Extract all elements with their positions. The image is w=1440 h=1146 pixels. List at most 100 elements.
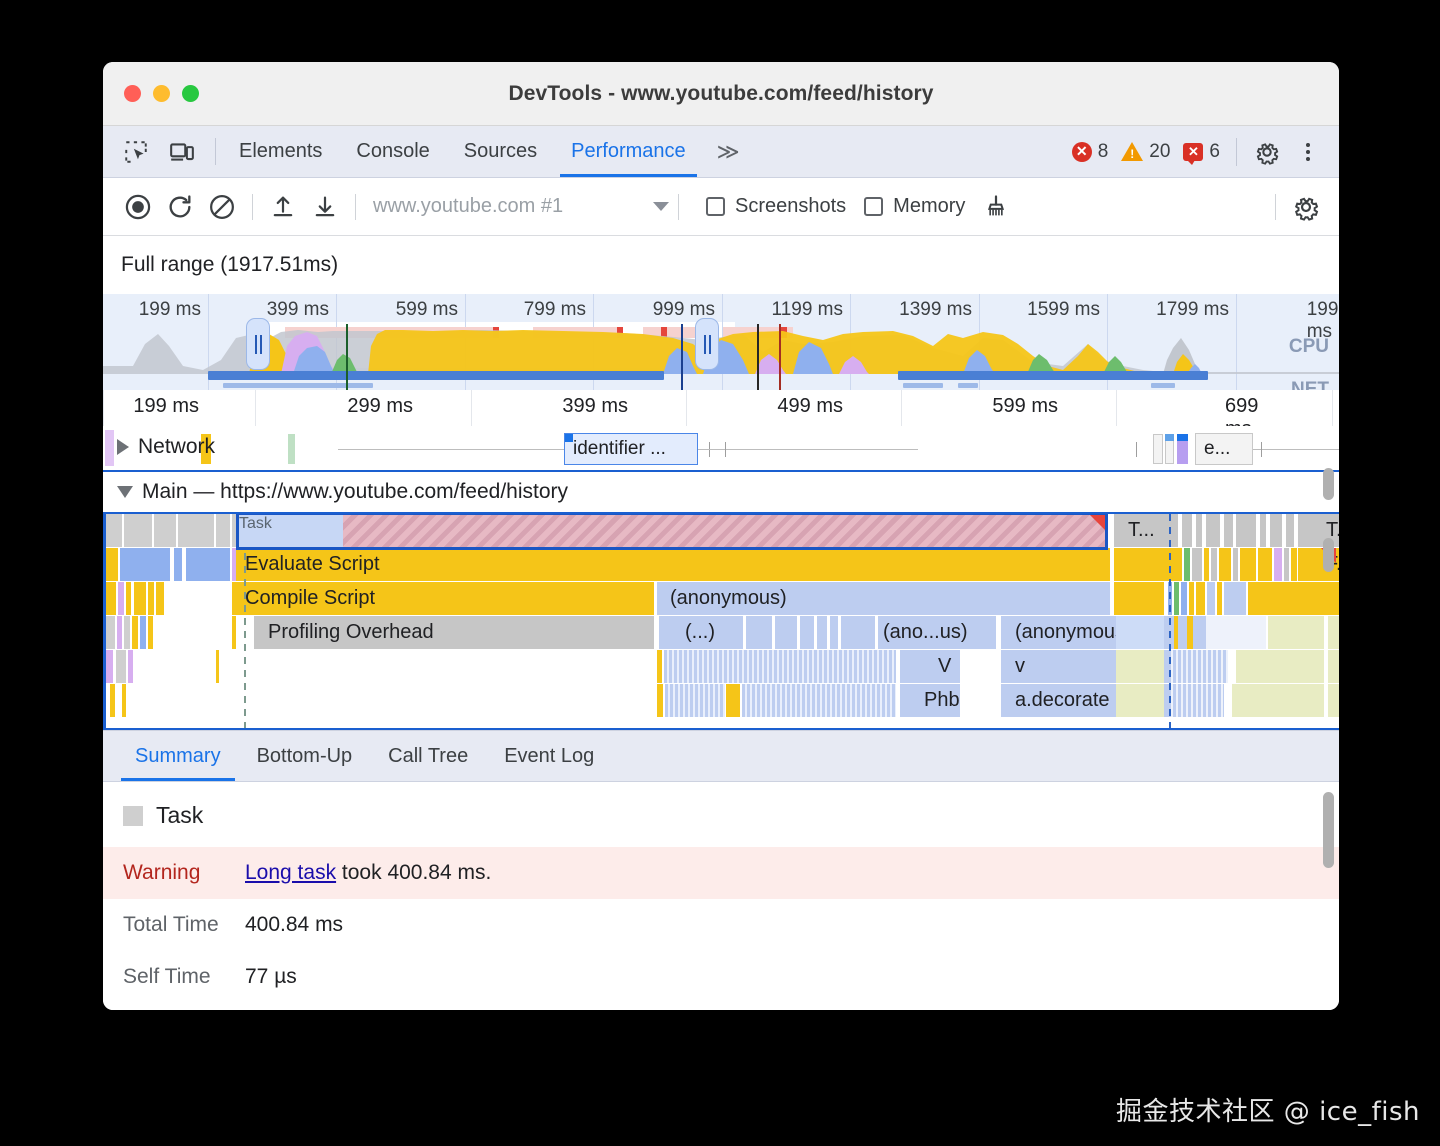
summary-pane: Task Warning Long task took 400.84 ms. T…	[103, 782, 1339, 1010]
gear-icon[interactable]	[1285, 186, 1327, 228]
clear-icon[interactable]	[201, 186, 243, 228]
detail-timeline-ruler[interactable]: 199 ms 299 ms 399 ms 499 ms 599 ms 699 m…	[103, 390, 1339, 440]
summary-event-title: Task	[103, 782, 1339, 847]
network-request-bar[interactable]: e...	[1195, 433, 1253, 465]
network-connector-line	[1243, 449, 1339, 450]
triangle-right-icon[interactable]	[117, 439, 129, 455]
detail-tick-label: 199 ms	[133, 395, 199, 417]
flame-bar[interactable]: T...	[1114, 514, 1178, 547]
tab-elements[interactable]: Elements	[239, 140, 323, 162]
network-request-sliver[interactable]	[105, 430, 114, 466]
selected-task-bar[interactable]: Task	[236, 514, 1108, 550]
overview-network-band	[1151, 383, 1175, 388]
maximize-window-button[interactable]	[182, 85, 199, 102]
kebab-menu-icon[interactable]	[1289, 135, 1327, 169]
memory-checkbox[interactable]: Memory	[864, 195, 965, 218]
flame-bar[interactable]: Evaluate Script	[236, 548, 1110, 581]
tab-sources[interactable]: Sources	[463, 140, 538, 162]
tab-console[interactable]: Console	[356, 140, 430, 162]
flame-bar-label: T...k	[1326, 519, 1339, 541]
record-circle-icon[interactable]	[117, 186, 159, 228]
overview-network-band	[898, 371, 1208, 380]
tab-event-log[interactable]: Event Log	[504, 744, 595, 767]
screenshots-checkbox[interactable]: Screenshots	[706, 195, 846, 218]
download-profile-icon[interactable]	[304, 186, 346, 228]
error-icon: ✕	[1071, 141, 1092, 162]
network-whisker	[1136, 442, 1137, 457]
detail-view-tabs: Summary Bottom-Up Call Tree Event Log	[103, 730, 1339, 782]
detail-tick	[1332, 390, 1333, 426]
memory-checkbox-box	[864, 197, 884, 216]
error-counter[interactable]: ✕ 8	[1067, 141, 1114, 163]
flame-bar[interactable]: (...)	[659, 616, 743, 649]
main-flame-chart[interactable]: Task T... T...k	[103, 512, 1339, 730]
flame-bar[interactable]: (ano...us)	[878, 616, 996, 649]
device-toolbar-icon[interactable]	[163, 135, 201, 169]
flame-row: Phb a.decorate	[106, 684, 1339, 718]
overview-tick-label: 799 ms	[523, 299, 586, 320]
warning-counter[interactable]: 20	[1116, 141, 1175, 163]
warning-label: Warning	[123, 861, 201, 884]
gear-icon[interactable]	[1248, 135, 1286, 169]
overview-cpu-chart	[103, 330, 1339, 374]
flame-bar-label: Task	[239, 515, 272, 532]
flame-scrollbar-thumb[interactable]	[1323, 538, 1334, 572]
flame-bar-label: Compile Script	[245, 587, 376, 609]
reload-record-icon[interactable]	[159, 186, 201, 228]
tabstrip-status-area: ✕ 8 20 ✕ 6	[1067, 126, 1339, 177]
more-tabs-icon[interactable]: ≫	[716, 138, 740, 164]
overview-selection-handle-right[interactable]	[695, 318, 719, 370]
tab-summary[interactable]: Summary	[117, 731, 239, 781]
total-time-value: 400.84 ms	[245, 913, 344, 936]
long-task-link[interactable]: Long task	[245, 861, 337, 884]
warning-count: 20	[1149, 140, 1171, 162]
network-request-bar[interactable]: identifier ...	[564, 433, 698, 465]
timeline-scrollbar-thumb[interactable]	[1323, 468, 1334, 500]
flame-bar[interactable]: (anonymous)	[657, 582, 1110, 615]
flame-row: Profiling Overhead (...) (ano...us) (ano…	[106, 616, 1339, 650]
network-request-sliver[interactable]	[288, 434, 295, 464]
tab-bottom-up[interactable]: Bottom-Up	[256, 744, 353, 767]
minimize-window-button[interactable]	[153, 85, 170, 102]
overview-onload-marker	[779, 324, 781, 390]
overview-tick-label: 1399 ms	[899, 299, 972, 320]
flame-bar-label: (...)	[685, 621, 715, 643]
network-request-bar[interactable]	[1153, 434, 1163, 464]
overview-net-label: NET	[1291, 379, 1329, 390]
flame-time-guide	[1169, 514, 1171, 728]
profile-selector-value: www.youtube.com #1	[373, 195, 564, 217]
violation-counter[interactable]: ✕ 6	[1178, 141, 1225, 165]
summary-scrollbar-thumb[interactable]	[1323, 792, 1334, 868]
overview-tick-label: 1999 ms	[1306, 299, 1339, 342]
timeline-overview[interactable]: 199 ms 399 ms 599 ms 799 ms 999 ms 1199 …	[103, 294, 1339, 390]
network-request-label: e...	[1204, 438, 1231, 459]
total-time-label: Total Time	[123, 913, 219, 936]
flame-bar[interactable]: Profiling Overhead	[254, 616, 654, 649]
main-track-label: Main — https://www.youtube.com/feed/hist…	[142, 480, 569, 503]
frame-drop-marker	[617, 327, 623, 338]
event-color-swatch	[123, 805, 143, 826]
tab-performance[interactable]: Performance	[554, 126, 703, 177]
inspect-element-icon[interactable]	[117, 135, 155, 169]
chevron-down-icon[interactable]	[653, 202, 669, 211]
network-whisker	[1261, 442, 1262, 457]
network-request-bar[interactable]	[1177, 434, 1188, 464]
network-track[interactable]: Network identifier ... e...	[103, 426, 1339, 472]
flame-bar[interactable]: Compile Script	[236, 582, 654, 615]
broom-icon[interactable]	[975, 186, 1017, 228]
network-track-header[interactable]: Network	[117, 435, 215, 459]
flame-bar-label: Phb	[924, 689, 960, 711]
network-request-phase	[1177, 434, 1188, 441]
main-track-header[interactable]: Main — https://www.youtube.com/feed/hist…	[103, 472, 1339, 512]
profile-selector[interactable]: www.youtube.com #1	[373, 195, 669, 218]
upload-profile-icon[interactable]	[262, 186, 304, 228]
overview-selection-handle-left[interactable]	[246, 318, 270, 370]
overview-cpu-label: CPU	[1288, 336, 1329, 357]
tab-call-tree[interactable]: Call Tree	[388, 744, 469, 767]
triangle-down-icon[interactable]	[117, 486, 133, 498]
close-window-button[interactable]	[124, 85, 141, 102]
flame-bar[interactable]: Phb	[900, 684, 960, 717]
toolbar-divider-3	[678, 193, 679, 220]
flame-bar[interactable]: V	[900, 650, 960, 683]
network-request-sliver[interactable]	[201, 434, 211, 464]
